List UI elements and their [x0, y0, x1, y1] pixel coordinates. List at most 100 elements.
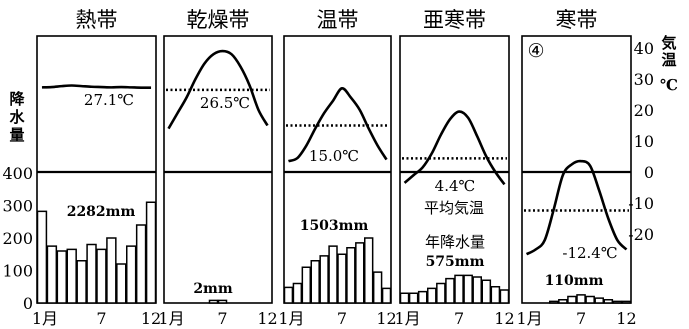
- total-precip-label: 2mm: [193, 281, 233, 297]
- precip-bar: [445, 277, 455, 304]
- precip-bar: [283, 286, 294, 304]
- precip-bar: [603, 299, 614, 304]
- precip-bar: [355, 242, 365, 304]
- precip-bar: [328, 245, 338, 304]
- precip-bar: [472, 276, 482, 304]
- precip-bar: [372, 271, 383, 304]
- total-precip-label: 110mm: [545, 273, 604, 289]
- temp-tick-label: 0: [644, 163, 654, 182]
- temp-axis-label: 気: [661, 34, 676, 52]
- temp-tick-label: -10: [628, 194, 654, 213]
- precip-bar: [56, 250, 67, 304]
- temp-tick-label: 40: [634, 39, 654, 58]
- precip-bar: [585, 295, 595, 304]
- precip-bar: [126, 245, 137, 304]
- precip-bar: [76, 260, 87, 304]
- x-tick-label: 1月: [278, 309, 304, 328]
- panel-title: 温帯: [317, 8, 359, 32]
- total-precip-label: 2282mm: [67, 204, 136, 220]
- x-tick-label: 7: [96, 309, 106, 328]
- total-precip-label: 1503mm: [300, 218, 369, 234]
- precip-bar: [399, 292, 410, 304]
- precip-bar: [499, 289, 510, 304]
- precip-tick-label: 100: [2, 262, 33, 281]
- temperature-curve: [403, 110, 506, 186]
- precip-bar: [549, 300, 559, 304]
- precip-bar: [463, 274, 473, 304]
- precip-bar: [576, 294, 586, 304]
- avg-temp-label: 27.1℃: [84, 91, 134, 109]
- temp-tick-label: -20: [628, 225, 654, 244]
- avg-temp-label: 4.4℃: [435, 177, 476, 195]
- panel-marker: ④: [527, 40, 544, 62]
- precip-bar: [381, 287, 392, 304]
- x-tick-label: 7: [454, 309, 464, 328]
- precip-bar: [427, 287, 437, 304]
- precip-axis-label: 降: [9, 90, 25, 108]
- x-tick-label: 1月: [32, 309, 58, 328]
- precip-bar: [436, 282, 446, 304]
- precip-bar: [301, 266, 312, 304]
- precip-bar: [364, 237, 374, 304]
- panel-frame: [163, 35, 273, 304]
- precip-bar: [86, 243, 97, 304]
- panel-title: 寒帯: [556, 8, 598, 32]
- temp-axis-unit: ℃: [660, 76, 678, 94]
- x-tick-label: 1月: [516, 309, 542, 328]
- precip-bar: [337, 253, 347, 304]
- precip-tick-label: 0: [23, 294, 33, 313]
- precip-bar: [594, 297, 605, 304]
- x-tick-label: 1月: [158, 309, 184, 328]
- panel-title: 亜寒帯: [423, 8, 486, 32]
- x-tick-label: 12: [376, 309, 396, 328]
- panel-title: 熱帯: [76, 8, 118, 32]
- avg-temp-label: -12.4℃: [562, 244, 617, 262]
- precip-note: 年降水量: [425, 233, 485, 251]
- precip-bar: [558, 299, 568, 304]
- precip-bar: [208, 299, 219, 304]
- precip-bar: [36, 210, 48, 304]
- precip-bar: [567, 295, 577, 304]
- x-tick-label: 12: [257, 309, 277, 328]
- x-tick-label: 12: [494, 309, 514, 328]
- x-tick-label: 1月: [394, 309, 420, 328]
- precip-bar: [217, 299, 228, 304]
- temp-axis-label: 温: [661, 51, 676, 69]
- precip-bar: [346, 247, 356, 304]
- x-tick-label: 7: [217, 309, 227, 328]
- precip-axis-label: 水: [9, 108, 25, 126]
- precip-bar: [116, 263, 127, 304]
- precip-bar: [490, 286, 501, 304]
- temp-tick-label: 10: [634, 132, 654, 151]
- precip-bar: [454, 274, 464, 304]
- precip-bar: [417, 290, 428, 304]
- temp-tick-label: 30: [634, 70, 654, 89]
- precip-bar: [621, 300, 632, 304]
- precip-bar: [96, 248, 107, 304]
- precip-bar: [319, 255, 329, 304]
- precip-bar: [135, 224, 147, 304]
- precip-bar: [292, 282, 303, 304]
- temperature-curve: [167, 49, 269, 130]
- temperature-curve: [288, 87, 388, 163]
- panel-title: 乾燥帯: [187, 8, 250, 32]
- precip-bar: [408, 292, 419, 304]
- panel-frame: [521, 35, 632, 304]
- x-tick-label: 12: [616, 309, 636, 328]
- temperature-curve: [525, 159, 628, 256]
- x-tick-label: 12: [141, 309, 161, 328]
- precip-bar: [106, 237, 117, 304]
- x-tick-label: 7: [576, 309, 586, 328]
- temperature-curve: [41, 84, 152, 90]
- x-tick-label: 7: [337, 309, 347, 328]
- precip-bar: [66, 248, 77, 304]
- precip-bar: [481, 279, 492, 304]
- temp-tick-label: 20: [634, 101, 654, 120]
- total-precip-label: 575mm: [426, 254, 485, 270]
- precip-bar: [612, 300, 623, 304]
- avg-temp-label: 15.0℃: [309, 147, 359, 165]
- precip-tick-label: 400: [2, 164, 33, 183]
- precip-bar: [46, 245, 58, 304]
- precip-tick-label: 200: [2, 229, 33, 248]
